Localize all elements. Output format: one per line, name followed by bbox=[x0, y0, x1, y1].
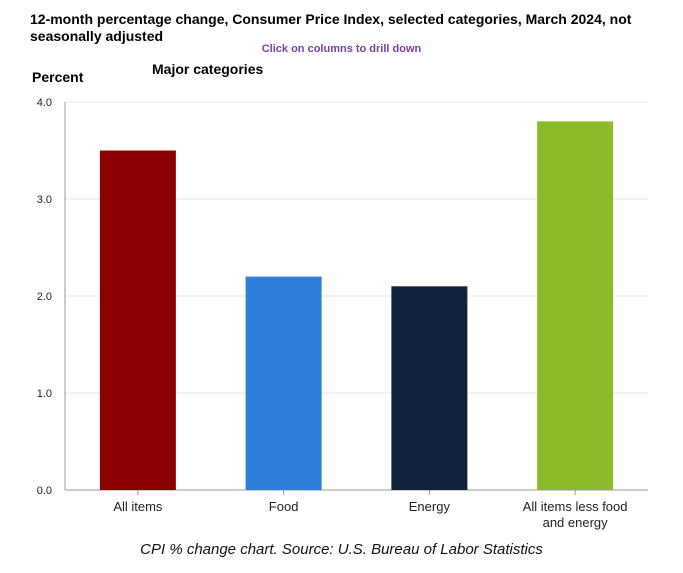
chart-caption: CPI % change chart. Source: U.S. Bureau … bbox=[140, 541, 543, 558]
y-tick-label: 3.0 bbox=[37, 194, 52, 206]
bar-energy[interactable] bbox=[391, 286, 468, 490]
chart-title: 12-month percentage change, Consumer Pri… bbox=[30, 11, 632, 44]
y-tick-label: 1.0 bbox=[37, 388, 52, 400]
x-tick-label: Energy bbox=[409, 499, 451, 514]
y-tick-label: 0.0 bbox=[37, 485, 52, 497]
bar-all-items[interactable] bbox=[99, 150, 176, 491]
x-tick-label: and energy bbox=[543, 515, 609, 530]
y-tick-label: 4.0 bbox=[37, 97, 52, 109]
bar-food[interactable] bbox=[245, 276, 322, 490]
y-tick-label: 2.0 bbox=[37, 291, 52, 303]
x-tick-label: Food bbox=[269, 499, 299, 514]
x-tick-label: All items bbox=[113, 499, 163, 514]
x-tick-label: All items less food bbox=[523, 499, 628, 514]
bar-chart: 0.0 1.0 2.0 3.0 4.0 All items Food Energy All it… bbox=[37, 97, 648, 530]
y-axis-label: Percent bbox=[32, 69, 84, 85]
bar-all-items-less-food-and-energy[interactable] bbox=[537, 121, 614, 491]
chart-subtitle: Major categories bbox=[152, 61, 264, 77]
drill-down-hint[interactable]: Click on columns to drill down bbox=[261, 43, 422, 55]
